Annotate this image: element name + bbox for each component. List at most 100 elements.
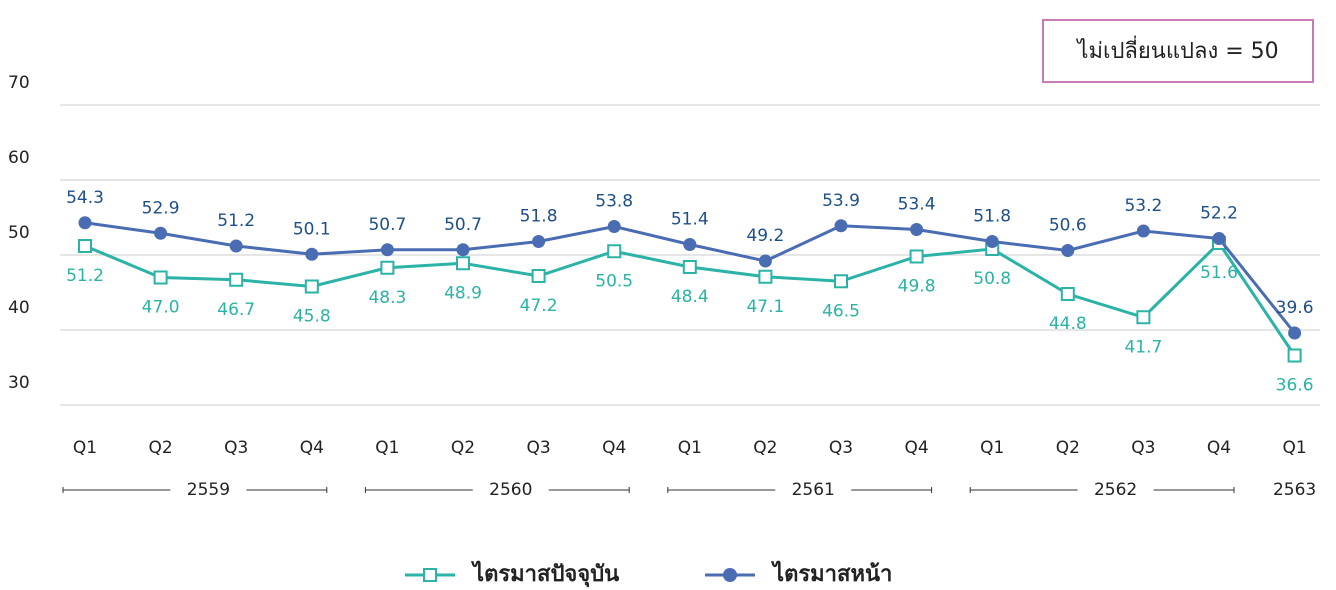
point-marker [78,239,92,253]
point-marker [456,256,470,271]
data-label: 53.8 [595,192,633,212]
x-tick-label: Q1 [375,438,399,458]
data-label: 48.4 [671,287,709,307]
point-marker [910,223,924,236]
data-label: 48.3 [368,288,406,308]
point-marker [834,219,848,233]
annotation: ไม่เปลี่ยนแปลง = 50 [1075,35,1278,64]
point-marker [1212,232,1226,245]
data-label: 51.2 [217,211,255,231]
x-tick-label: Q3 [829,438,853,458]
data-label: 47.2 [520,296,558,316]
legend-label: ไตรมาสหน้า [771,560,892,587]
point-marker [834,274,848,289]
x-tick-label: Q2 [451,438,475,458]
data-label: 44.8 [1049,314,1087,334]
data-label: 50.1 [293,219,331,239]
point-marker [153,270,168,285]
x-tick-label: Q4 [1207,438,1231,458]
data-label: 52.9 [142,198,180,218]
point-marker [229,272,244,287]
group-label: 2561 [792,480,835,500]
group-label: 2563 [1273,480,1316,500]
x-tick-label: Q4 [904,438,928,458]
data-label: 50.6 [1049,216,1087,236]
data-label: 52.2 [1200,204,1238,224]
point-marker [531,269,546,283]
y-tick-label: 30 [8,373,30,393]
data-label: 53.9 [822,191,860,211]
point-marker [532,235,546,248]
point-marker [607,220,621,233]
group-label: 2560 [489,480,532,500]
point-marker [304,279,319,294]
point-marker [456,243,470,257]
legend-label: ไตรมาสปัจจุบัน [471,560,619,588]
x-tick-label: Q1 [1282,438,1306,458]
data-label: 50.7 [368,215,406,235]
data-label: 45.8 [293,307,331,327]
y-tick-label: 60 [8,148,30,168]
data-label: 49.2 [746,226,784,246]
point-marker [380,243,394,257]
x-tick-label: Q1 [73,438,97,458]
point-marker [758,269,773,284]
data-label: 53.2 [1124,196,1162,216]
point-marker [380,260,395,275]
data-label: 51.8 [520,207,558,227]
point-marker [607,244,622,259]
point-marker [154,226,168,240]
data-label: 53.4 [898,195,936,215]
x-tick-label: Q2 [753,438,777,458]
point-marker [682,260,697,274]
data-label: 50.7 [444,215,482,235]
data-label: 49.8 [898,277,936,297]
data-label: 36.6 [1276,376,1314,396]
data-label: 51.6 [1200,263,1238,283]
point-marker [1287,348,1302,363]
x-tick-label: Q4 [602,438,626,458]
legend-marker [423,568,437,582]
y-tick-label: 70 [8,73,30,93]
point-marker [78,216,92,230]
data-label: 39.6 [1276,298,1314,318]
y-tick-label: 40 [8,298,30,318]
point-marker [1061,244,1075,257]
x-tick-label: Q3 [526,438,550,458]
data-label: 48.9 [444,283,482,303]
group-label: 2559 [187,480,230,500]
data-label: 41.7 [1124,337,1162,357]
data-label: 54.3 [66,188,104,208]
y-tick-label: 50 [8,223,30,243]
x-tick-label: Q2 [1056,438,1080,458]
x-tick-label: Q3 [224,438,248,458]
data-label: 51.2 [66,266,104,286]
x-tick-label: Q1 [678,438,702,458]
x-tick-label: Q4 [300,438,324,458]
point-marker [909,249,924,264]
x-tick-label: Q3 [1131,438,1155,458]
point-marker [683,238,697,251]
data-label: 46.7 [217,300,255,320]
point-marker [985,235,999,248]
x-tick-label: Q2 [148,438,172,458]
group-label: 2562 [1094,480,1137,500]
point-marker [229,239,243,253]
data-label: 51.4 [671,210,709,230]
x-tick-label: Q1 [980,438,1004,458]
annotation-box [1042,19,1314,83]
data-label: 47.1 [746,297,784,317]
point-marker [1288,326,1302,340]
point-marker [1136,310,1151,325]
data-label: 50.5 [595,271,633,291]
legend-marker [723,568,737,582]
data-label: 47.0 [142,298,180,318]
data-label: 51.8 [973,207,1011,227]
point-marker [305,247,319,261]
point-marker [1136,224,1150,238]
data-label: 46.5 [822,301,860,321]
point-marker [1060,287,1075,301]
data-label: 50.8 [973,269,1011,289]
point-marker [758,254,772,268]
